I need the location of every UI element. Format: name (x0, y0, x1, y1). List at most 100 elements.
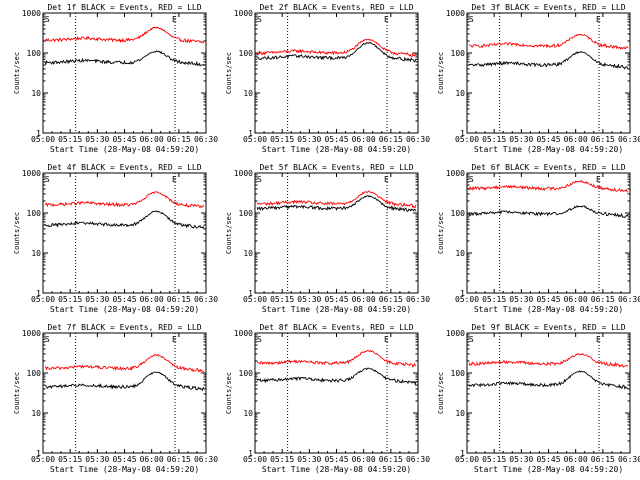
x-tick-label: 05:30 (85, 455, 109, 464)
y-tick-label: 100 (27, 369, 42, 378)
panel-title: Det 5f BLACK = Events, RED = LLD (259, 163, 413, 172)
lld-series-line (468, 179, 629, 193)
panel-title: Det 1f BLACK = Events, RED = LLD (47, 3, 201, 12)
x-tick-label: 05:30 (509, 135, 533, 144)
x-axis-label: Start Time (28-May-08 04:59:20) (262, 305, 411, 314)
x-tick-label: 05:15 (270, 455, 294, 464)
y-tick-label: 1000 (22, 329, 41, 338)
y-tick-label: 10 (243, 249, 253, 258)
x-tick-label: 05:15 (58, 135, 82, 144)
start-marker-label: S (469, 15, 474, 24)
start-marker-label: S (257, 175, 262, 184)
x-axis-label: Start Time (28-May-08 04:59:20) (474, 145, 623, 154)
x-tick-label: 06:15 (379, 295, 403, 304)
y-tick-label: 1 (36, 449, 41, 458)
y-tick-label: 1 (36, 289, 41, 298)
plot-frame (466, 12, 631, 134)
x-tick-label: 05:45 (324, 135, 348, 144)
x-tick-label: 05:15 (482, 295, 506, 304)
x-tick-label: 05:30 (509, 455, 533, 464)
end-marker-label: E (172, 15, 177, 24)
y-axis-label: Counts/sec (225, 372, 233, 414)
x-axis-label: Start Time (28-May-08 04:59:20) (262, 465, 411, 474)
x-tick-label: 05:45 (324, 295, 348, 304)
y-tick-label: 1000 (22, 9, 41, 18)
x-tick-label: 06:30 (618, 135, 640, 144)
end-marker-label: E (596, 175, 601, 184)
x-tick-label: 06:15 (591, 135, 615, 144)
y-tick-label: 100 (27, 49, 42, 58)
x-tick-label: 05:45 (112, 455, 136, 464)
y-tick-label: 10 (243, 89, 253, 98)
x-tick-label: 06:30 (194, 455, 218, 464)
y-tick-label: 1000 (446, 169, 465, 178)
lld-series-line (468, 352, 629, 368)
y-tick-label: 1000 (446, 329, 465, 338)
x-tick-label: 05:30 (297, 455, 321, 464)
x-tick-label: 05:00 (243, 455, 267, 464)
end-marker-label: E (596, 335, 601, 344)
x-tick-label: 05:15 (270, 135, 294, 144)
panel-title: Det 3f BLACK = Events, RED = LLD (471, 3, 625, 12)
x-tick-label: 05:45 (536, 295, 560, 304)
x-tick-label: 06:15 (167, 135, 191, 144)
plot-frame (254, 12, 419, 134)
lld-series-line (44, 354, 205, 373)
end-marker-label: E (384, 175, 389, 184)
y-tick-label: 100 (451, 209, 466, 218)
x-tick-label: 05:30 (509, 295, 533, 304)
x-axis-label: Start Time (28-May-08 04:59:20) (50, 145, 199, 154)
y-tick-label: 100 (451, 49, 466, 58)
plot-frame (254, 172, 419, 294)
y-axis-label: Counts/sec (437, 52, 445, 94)
plot-frame (466, 172, 631, 294)
x-tick-label: 06:30 (406, 455, 430, 464)
start-marker-label: S (257, 335, 262, 344)
x-tick-label: 05:00 (455, 135, 479, 144)
events-series-line (468, 370, 629, 390)
x-tick-label: 05:45 (112, 295, 136, 304)
x-tick-label: 05:30 (297, 295, 321, 304)
start-marker-label: S (257, 15, 262, 24)
events-series-line (44, 50, 205, 67)
events-series-line (468, 204, 629, 219)
y-tick-label: 10 (455, 89, 465, 98)
x-axis-label: Start Time (28-May-08 04:59:20) (474, 305, 623, 314)
x-tick-label: 06:30 (194, 135, 218, 144)
x-tick-label: 06:00 (140, 135, 164, 144)
x-tick-label: 06:00 (140, 295, 164, 304)
y-tick-label: 10 (243, 409, 253, 418)
y-tick-label: 1 (36, 129, 41, 138)
start-marker-label: S (45, 15, 50, 24)
y-tick-label: 100 (27, 209, 42, 218)
y-tick-label: 10 (455, 409, 465, 418)
x-tick-label: 05:00 (455, 455, 479, 464)
x-tick-label: 06:15 (591, 295, 615, 304)
panel-title: Det 6f BLACK = Events, RED = LLD (471, 163, 625, 172)
x-axis-label: Start Time (28-May-08 04:59:20) (474, 465, 623, 474)
x-tick-label: 05:15 (270, 295, 294, 304)
end-marker-label: E (384, 335, 389, 344)
x-tick-label: 05:15 (58, 295, 82, 304)
y-tick-label: 1 (460, 129, 465, 138)
y-tick-label: 100 (239, 209, 254, 218)
x-tick-label: 06:15 (591, 455, 615, 464)
events-series-line (44, 371, 205, 392)
x-tick-label: 05:15 (482, 135, 506, 144)
y-tick-label: 1000 (446, 9, 465, 18)
x-tick-label: 06:15 (167, 455, 191, 464)
y-tick-label: 1000 (22, 169, 41, 178)
y-tick-label: 1000 (234, 9, 253, 18)
x-tick-label: 06:00 (564, 455, 588, 464)
end-marker-label: E (384, 15, 389, 24)
y-tick-label: 10 (455, 249, 465, 258)
panel-title: Det 7f BLACK = Events, RED = LLD (47, 323, 201, 332)
lld-series-line (44, 191, 205, 209)
x-tick-label: 06:00 (564, 295, 588, 304)
events-series-line (256, 195, 417, 213)
y-tick-label: 10 (31, 409, 41, 418)
